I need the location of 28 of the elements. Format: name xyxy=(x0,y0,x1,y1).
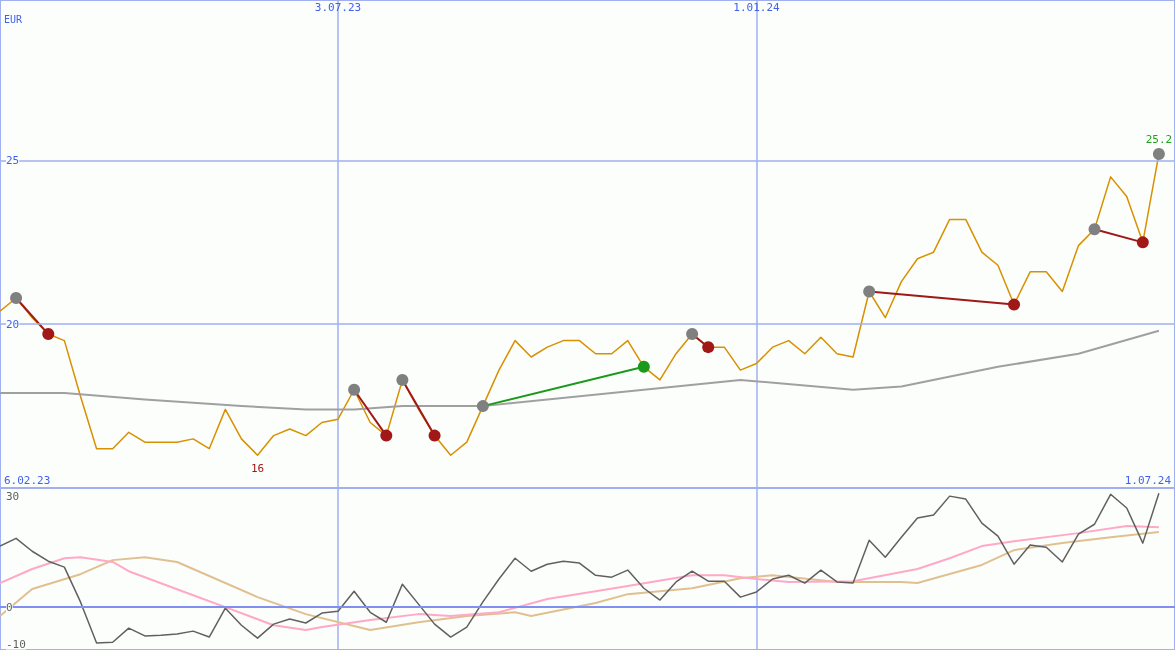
x-tick-label: 3.07.23 xyxy=(314,1,362,14)
y-tick-label: 0 xyxy=(6,600,13,614)
point xyxy=(348,383,361,396)
point xyxy=(1008,298,1021,311)
point xyxy=(396,373,409,386)
point xyxy=(863,285,876,298)
y-tick-label: 25 xyxy=(6,153,20,167)
annotation: 1.07.24 xyxy=(1124,474,1172,487)
x-tick-label: 1.01.24 xyxy=(733,1,781,14)
point xyxy=(1088,223,1101,236)
y-tick-label: 20 xyxy=(6,317,20,331)
point xyxy=(42,328,55,341)
annotation: 25.2 xyxy=(1145,132,1173,146)
y-tick-label: -10 xyxy=(6,637,26,650)
point xyxy=(476,400,489,413)
point xyxy=(428,429,441,442)
point xyxy=(686,328,699,341)
point xyxy=(10,292,23,305)
point xyxy=(1136,236,1149,249)
point xyxy=(1152,147,1165,160)
annotation: 16 xyxy=(250,462,265,476)
y-axis-title: EUR xyxy=(4,13,24,25)
point xyxy=(702,341,715,354)
annotation: 6.02.23 xyxy=(4,474,51,487)
line-series xyxy=(0,329,1160,411)
y-tick-label: 30 xyxy=(6,489,20,503)
point xyxy=(637,360,650,373)
point xyxy=(380,429,393,442)
